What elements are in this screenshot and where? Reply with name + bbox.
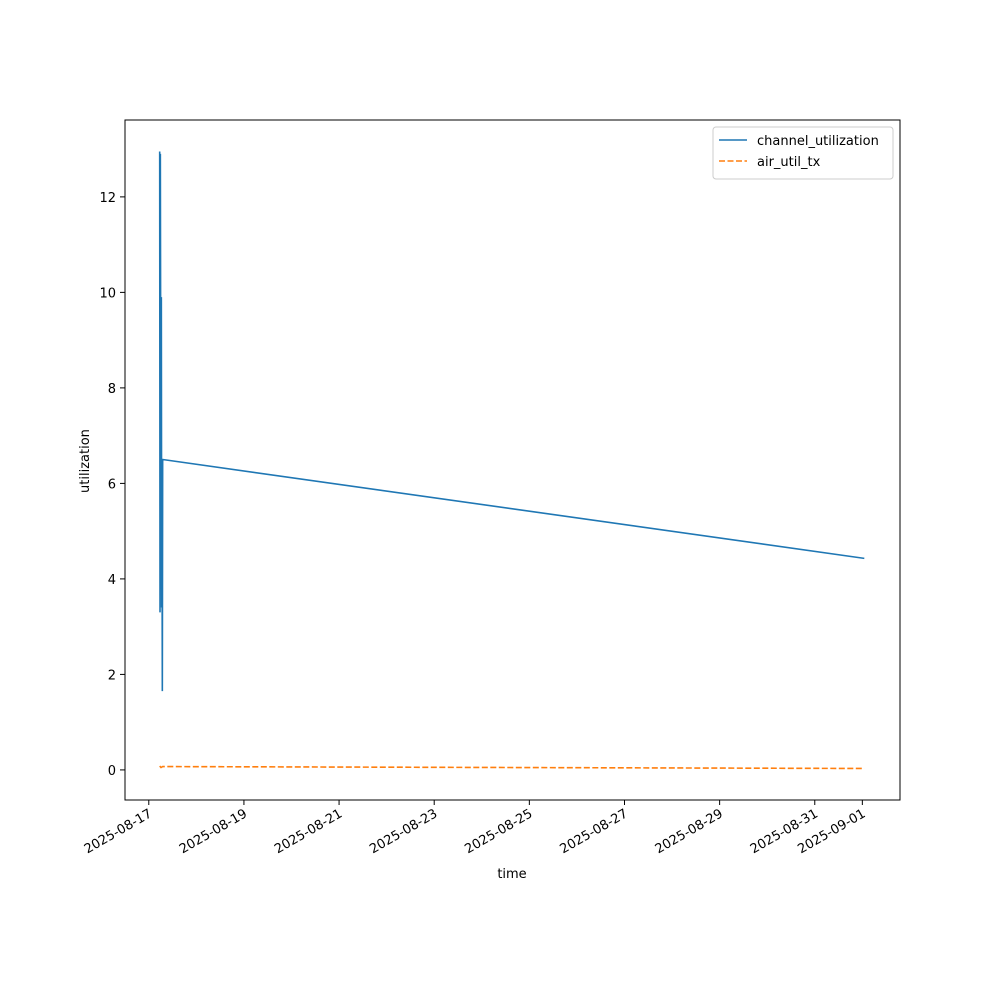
legend-label: channel_utilization [757,134,879,149]
plot-frame [124,119,901,801]
x-axis-label: time [497,867,526,882]
y-tick-label: 2 [108,668,116,683]
y-tick-label: 8 [108,382,116,397]
legend-box [712,126,894,180]
y-axis-label: utilization [78,429,93,493]
legend-label: air_util_tx [757,155,821,170]
data-line [159,765,865,770]
y-tick-label: 10 [99,286,116,301]
y-tick-label: 6 [108,477,116,492]
y-tick-label: 4 [108,573,116,588]
data-line [158,151,865,692]
y-tick-label: 0 [108,764,116,779]
y-tick-label: 12 [99,191,116,206]
